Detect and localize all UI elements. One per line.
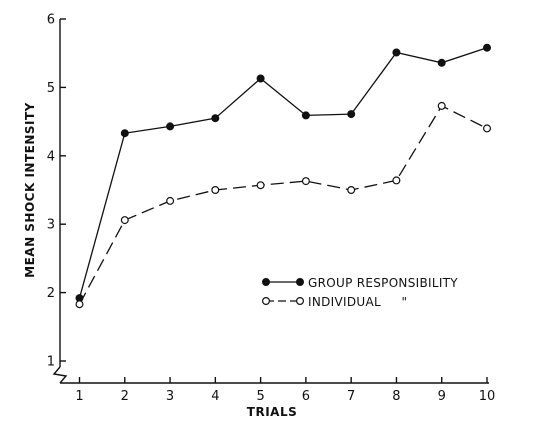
legend-label-group-responsibility: GROUP RESPONSIBILITY [308,276,458,290]
data-point-group-trial-4 [211,114,220,123]
data-point-individual-trial-6 [301,177,310,186]
data-point-group-trial-7 [347,110,356,119]
x-tick-label-9: 9 [438,389,446,404]
data-point-group-trial-5 [256,74,265,83]
x-tick-label-1: 1 [75,389,83,404]
data-point-group-trial-2 [120,129,129,138]
x-tick-label-5: 5 [256,389,264,404]
data-point-individual-trial-8 [392,176,401,185]
data-point-individual-trial-3 [166,196,175,205]
y-tick-label-1: 1 [47,355,55,370]
data-point-group-trial-3 [166,122,175,131]
legend-marker-group-1 [262,278,271,287]
x-tick-label-2: 2 [121,389,129,404]
data-point-individual-trial-2 [120,216,129,225]
y-tick-label-2: 2 [47,286,55,301]
legend-label-individual: INDIVIDUAL " [308,295,407,309]
data-point-group-trial-8 [392,48,401,57]
x-tick-label-4: 4 [211,389,219,404]
data-point-individual-trial-1 [75,300,84,309]
data-point-individual-trial-5 [256,181,265,190]
x-tick-label-8: 8 [392,389,400,404]
series-line-group-responsibility [78,47,488,299]
x-tick-label-7: 7 [347,389,355,404]
axis-ticks: 1 2 3 4 5 6 1 2 3 4 5 6 7 8 9 10 [47,13,496,405]
data-point-group-trial-10 [483,43,492,52]
data-point-individual-trial-10 [483,124,492,133]
series-layer [75,43,492,309]
legend-marker-individual-2 [296,297,305,306]
series-line-individual [78,105,488,305]
y-tick-label-4: 4 [47,149,55,164]
y-axis-break [52,366,68,384]
y-axis-label: MEAN SHOCK INTENSITY [23,102,37,278]
data-point-individual-trial-7 [347,186,356,195]
axes [52,19,489,384]
x-tick-label-10: 10 [479,389,496,404]
legend-marker-individual-1 [262,297,271,306]
y-tick-label-6: 6 [47,13,55,28]
y-tick-label-3: 3 [47,218,55,233]
x-tick-label-3: 3 [166,389,174,404]
data-point-group-trial-9 [437,58,446,67]
data-point-individual-trial-4 [211,186,220,195]
x-axis-label: TRIALS [247,405,297,419]
data-point-group-trial-6 [301,111,310,120]
legend-marker-group-2 [296,278,305,287]
x-tick-label-6: 6 [302,389,310,404]
data-point-individual-trial-9 [437,101,446,110]
y-tick-label-5: 5 [47,81,55,96]
legend: GROUP RESPONSIBILITY INDIVIDUAL " [262,276,458,309]
